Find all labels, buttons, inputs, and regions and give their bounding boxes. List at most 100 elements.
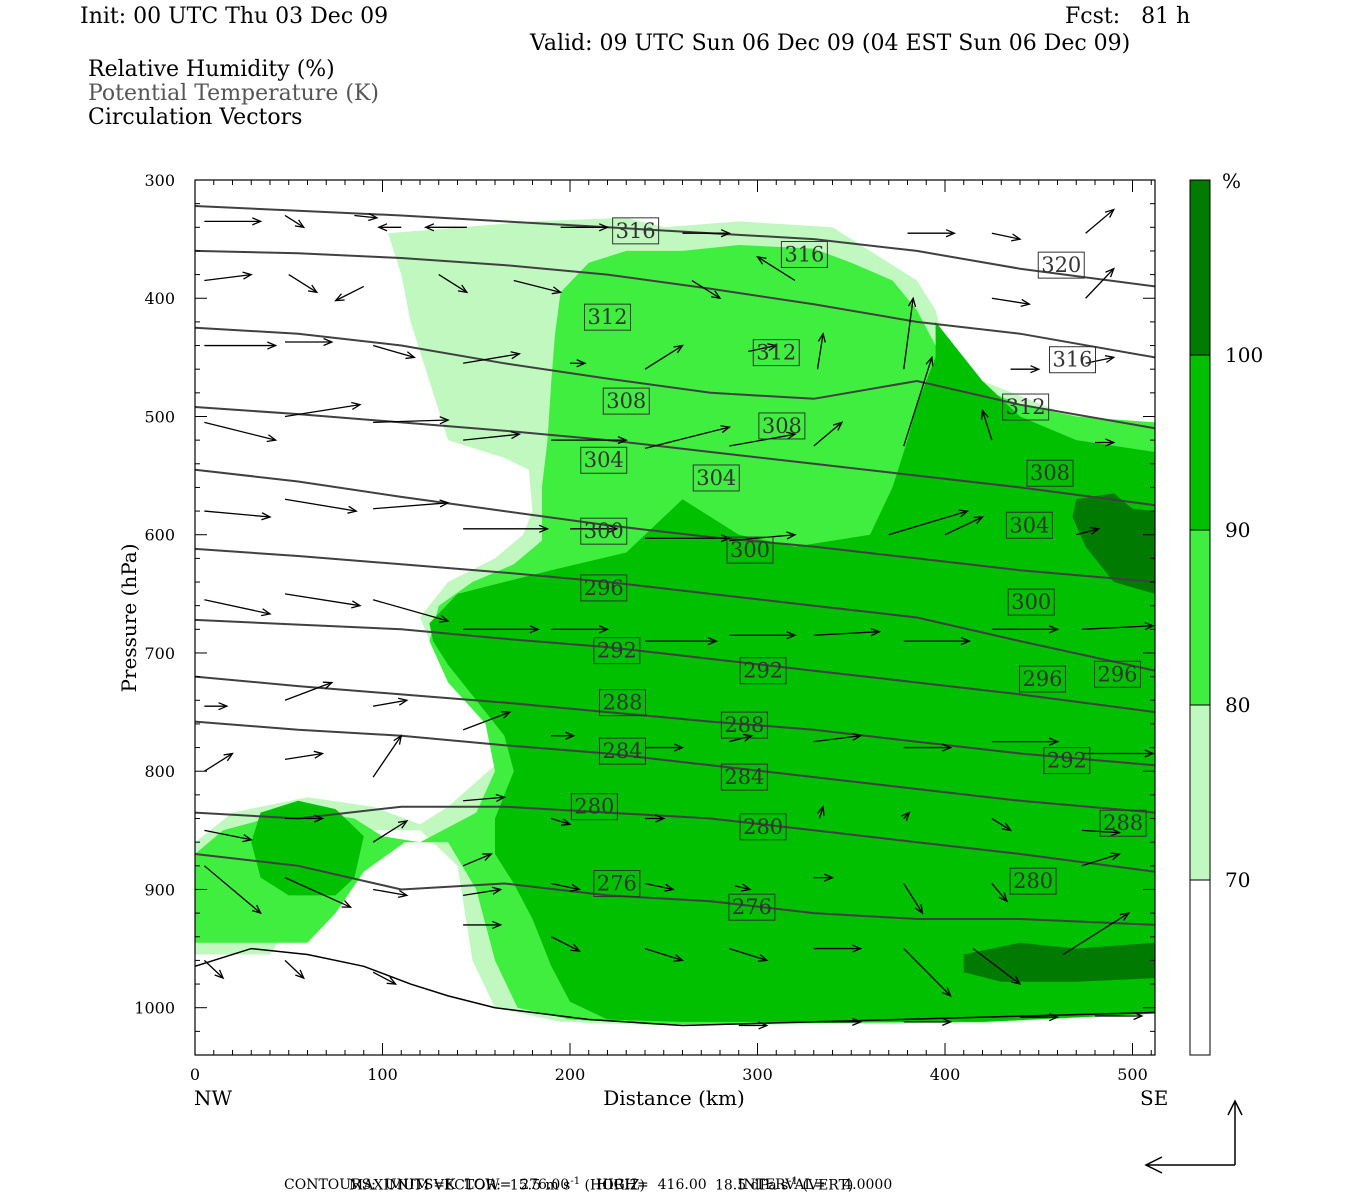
circulation-vector bbox=[373, 888, 409, 899]
x-left-end-label: NW bbox=[194, 1086, 233, 1110]
circulation-vector bbox=[372, 734, 403, 778]
circulation-vector bbox=[204, 217, 263, 226]
forecast-hour: Fcst: 81 h bbox=[1065, 4, 1191, 29]
circulation-vector bbox=[691, 279, 722, 300]
circulation-vector bbox=[1085, 267, 1115, 299]
circulation-vector bbox=[903, 637, 972, 646]
circulation-vector bbox=[463, 920, 503, 930]
circulation-vector bbox=[284, 593, 362, 609]
colorbar-frame bbox=[1189, 179, 1211, 1056]
circulation-vector bbox=[551, 817, 572, 826]
y-tick-label: 600 bbox=[144, 526, 175, 545]
svg-text:280: 280 bbox=[574, 795, 614, 819]
circulation-vector bbox=[888, 509, 970, 536]
x-tick-label: 200 bbox=[555, 1065, 586, 1084]
circulation-vector bbox=[644, 344, 684, 370]
circulation-vector bbox=[903, 296, 917, 370]
circulation-vector bbox=[284, 401, 362, 418]
circulation-vector bbox=[991, 297, 1032, 307]
circulation-vector bbox=[813, 1017, 863, 1026]
svg-text:292: 292 bbox=[597, 639, 637, 663]
circulation-vector bbox=[570, 359, 587, 368]
init-time: Init: 00 UTC Thu 03 Dec 09 bbox=[80, 4, 389, 29]
circulation-vector bbox=[463, 793, 507, 803]
colorbar-swatch bbox=[1190, 530, 1210, 705]
colorbar-swatch bbox=[1190, 355, 1210, 530]
circulation-vector bbox=[1081, 852, 1121, 867]
circulation-vector bbox=[756, 255, 796, 282]
theta-contour-300 bbox=[195, 468, 1155, 583]
circulation-vector bbox=[204, 421, 278, 443]
svg-text:284: 284 bbox=[602, 739, 642, 763]
circulation-vector bbox=[463, 524, 550, 533]
colorbar-swatch bbox=[1190, 880, 1210, 1055]
field-vectors-label: Circulation Vectors bbox=[88, 105, 303, 130]
circulation-vector bbox=[645, 743, 685, 752]
circulation-vector bbox=[729, 431, 797, 447]
rh-region-100-4 bbox=[1072, 493, 1155, 594]
footer-contours: CONTOURS: UNITS=K LOW= 276.00 HIGH= 416.… bbox=[284, 1177, 893, 1193]
contour-label: 316 bbox=[780, 240, 828, 268]
svg-text:308: 308 bbox=[762, 414, 802, 438]
contour-label: 288 bbox=[599, 689, 646, 717]
theta-contour-280 bbox=[195, 805, 1155, 873]
svg-text:308: 308 bbox=[1030, 461, 1070, 485]
circulation-vector bbox=[734, 883, 752, 892]
contour-label: 312 bbox=[584, 303, 631, 331]
contour-label: 308 bbox=[602, 387, 650, 415]
theta-contour-312 bbox=[195, 249, 1155, 359]
contour-label: 296 bbox=[1019, 665, 1066, 693]
contour-label: 304 bbox=[1005, 511, 1053, 539]
theta-contour-304 bbox=[195, 406, 1155, 507]
colorbar-level-label: 90 bbox=[1225, 518, 1250, 542]
svg-text:312: 312 bbox=[1006, 395, 1046, 419]
circulation-vector bbox=[816, 332, 826, 370]
svg-text:288: 288 bbox=[724, 713, 764, 737]
svg-text:316: 316 bbox=[1052, 348, 1092, 372]
circulation-vector bbox=[204, 829, 253, 843]
contour-label: 292 bbox=[739, 657, 787, 685]
svg-text:292: 292 bbox=[1047, 749, 1087, 773]
footer-max-vector: MAXIMUM VECTOR: 15.5 m s-1 (HORIZ) 18.5 d… bbox=[348, 1176, 854, 1194]
circulation-vector bbox=[204, 341, 278, 350]
circulation-vector bbox=[551, 731, 576, 740]
circulation-vector bbox=[284, 877, 353, 908]
circulation-vector bbox=[1076, 526, 1101, 536]
circulation-vector bbox=[204, 271, 253, 282]
theta-contour-308 bbox=[195, 326, 1155, 430]
plot-frame bbox=[194, 179, 1156, 1056]
reference-vector-arrows bbox=[1144, 1099, 1243, 1174]
svg-text:296: 296 bbox=[1097, 662, 1137, 686]
svg-text:300: 300 bbox=[1011, 590, 1051, 614]
colorbar: 100 90 80 70 bbox=[1189, 179, 1263, 1056]
circulation-vector bbox=[372, 599, 450, 623]
circulation-vector bbox=[1010, 365, 1041, 374]
circulation-vector bbox=[991, 625, 1060, 634]
svg-text:304: 304 bbox=[696, 466, 736, 490]
circulation-vector bbox=[1085, 355, 1116, 364]
colorbar-level-label: 80 bbox=[1225, 693, 1250, 717]
circulation-vector bbox=[462, 711, 512, 731]
contour-label: 316 bbox=[612, 217, 660, 245]
circulation-vector bbox=[373, 416, 450, 425]
colorbar-unit: % bbox=[1222, 169, 1241, 193]
x-tick-label: 0 bbox=[190, 1065, 200, 1084]
circulation-vector bbox=[284, 750, 325, 761]
field-theta-label: Potential Temperature (K) bbox=[88, 81, 379, 106]
circulation-vector bbox=[729, 947, 769, 962]
contour-label: 280 bbox=[570, 793, 618, 821]
colorbar-level-label: 70 bbox=[1225, 868, 1250, 892]
circulation-vector bbox=[903, 883, 924, 915]
svg-text:280: 280 bbox=[743, 815, 783, 839]
circulation-vector bbox=[729, 631, 797, 640]
theta-contour-276 bbox=[195, 853, 1155, 926]
svg-text:316: 316 bbox=[616, 219, 656, 243]
svg-text:276: 276 bbox=[732, 895, 772, 919]
circulation-vector bbox=[1020, 1013, 1060, 1022]
circulation-vector bbox=[204, 752, 234, 772]
contour-label: 300 bbox=[726, 536, 774, 564]
contour-label: 316 bbox=[1049, 346, 1096, 374]
circulation-vector bbox=[991, 817, 1013, 832]
circulation-vector bbox=[813, 873, 835, 882]
